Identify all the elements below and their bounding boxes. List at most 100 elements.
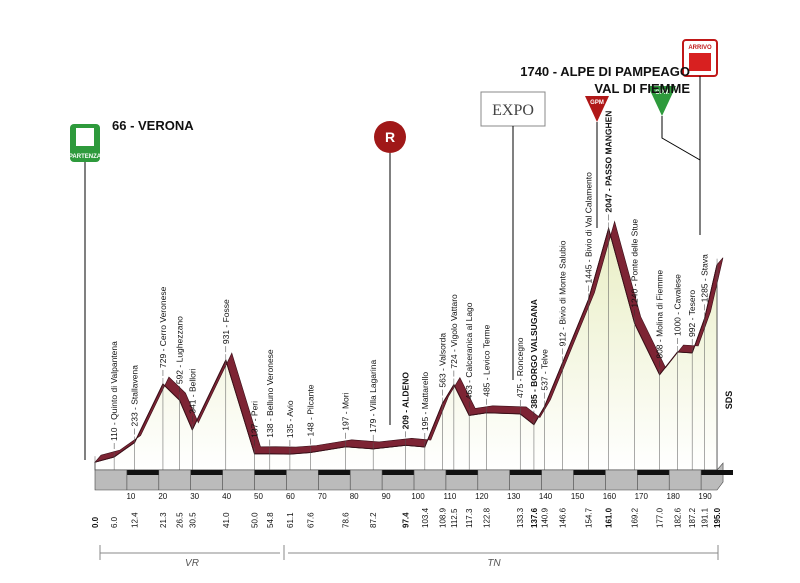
km-segment (509, 470, 542, 475)
waypoint-label: 137 - Peri (250, 401, 260, 438)
start-label: 66 - VERONA (112, 118, 194, 133)
waypoint-label: 148 - Pilcante (306, 384, 316, 436)
km-tick-label: 70 (318, 492, 327, 501)
km-label: 177.0 (656, 507, 665, 528)
waypoint-label: 485 - Levico Terme (482, 324, 492, 396)
km-tick-label: 130 (507, 492, 521, 501)
waypoint-label: 563 - Valsorda (437, 333, 447, 388)
km-tick-label: 100 (411, 492, 425, 501)
gpm-badge (585, 96, 609, 122)
km-label: 21.3 (159, 512, 168, 528)
sponsor-logo (480, 91, 546, 127)
finish-badge-text: ARRIVO (688, 45, 712, 51)
km-label: 97.4 (402, 512, 411, 528)
region-label: TN (487, 558, 501, 569)
waypoint-label: 592 - Lughezzano (175, 316, 185, 384)
km-label: 191.1 (701, 507, 710, 528)
waypoint-label: 233 - Stallavena (130, 365, 140, 427)
waypoint-label: 135 - Avio (285, 400, 295, 438)
start-flag (76, 128, 94, 146)
km-segment (254, 470, 287, 475)
km-segment (190, 470, 223, 475)
km-tick-label: 110 (444, 492, 457, 501)
region-label: VR (185, 558, 199, 569)
waypoint-label: 992 - Tesero (687, 290, 697, 337)
km-label: 26.5 (176, 512, 185, 528)
km-label: 137.6 (530, 507, 539, 528)
km-tick-label: 10 (126, 492, 135, 501)
km-label: 78.6 (342, 512, 351, 528)
km-tick-label: 160 (603, 492, 617, 501)
refuel-text: R (385, 129, 395, 145)
km-segment (701, 470, 733, 475)
waypoint-label: 197 - Mori (341, 392, 351, 430)
side-label: SDS (724, 391, 734, 410)
km-label: 87.2 (369, 512, 378, 528)
km-tick-label: 20 (158, 492, 167, 501)
gpm-leader (661, 116, 701, 235)
gpm-badge (648, 86, 676, 116)
km-label: 108.9 (438, 507, 447, 528)
km-label: 140.9 (540, 507, 549, 528)
waypoint-label: 1445 - Bivio di Val Calamento (583, 172, 593, 284)
km-tick-label: 40 (222, 492, 231, 501)
km-tick-label: 90 (382, 492, 391, 501)
finish-sublabel: VAL DI FIEMME (594, 81, 690, 96)
waypoint-label: 475 - Roncegno (515, 337, 525, 398)
km-label: 146.6 (559, 507, 568, 528)
waypoint-label: 463 - Calceranica al Lago (464, 302, 474, 399)
km-tick-label: 150 (571, 492, 585, 501)
waypoint-label: 179 - Villa Lagarina (368, 360, 378, 433)
waypoint-label: 1285 - Stava (700, 254, 710, 302)
km-tick-label: 120 (475, 492, 489, 501)
km-segment (126, 470, 159, 475)
km-tick-label: 170 (635, 492, 649, 501)
km-segment (637, 470, 670, 475)
km-tick-label: 190 (698, 492, 712, 501)
km-label: 182.6 (673, 507, 682, 528)
waypoint-label: 385 - BORGO VALSUGANA (529, 299, 539, 408)
km-label: 154.7 (584, 507, 593, 528)
waypoint-label: 1240 - Ponte delle Stue (630, 219, 640, 308)
sponsor-text: EXPO (492, 102, 534, 119)
finish-icon (689, 53, 711, 71)
waypoint-label: 138 - Belluno Veronese (265, 349, 275, 438)
km-segment (318, 470, 351, 475)
km-label: 61.1 (286, 512, 295, 528)
waypoint-label: 2047 - PASSO MANGHEN (604, 111, 614, 213)
waypoint-label: 724 - Vigolo Vattaro (449, 294, 459, 369)
km-label: 67.6 (307, 512, 316, 528)
waypoint-label: 209 - ALDENO (401, 372, 411, 430)
km-tick-label: 30 (190, 492, 199, 501)
km-label: 41.0 (222, 512, 231, 528)
km-label: 12.4 (131, 512, 140, 528)
km-label: 169.2 (631, 507, 640, 528)
km-label: 0.0 (91, 516, 100, 528)
km-label: 50.0 (251, 512, 260, 528)
km-tick-label: 140 (539, 492, 553, 501)
waypoint-label: 195 - Mattarello (420, 372, 430, 431)
km-tick-label: 180 (667, 492, 681, 501)
finish-label: 1740 - ALPE DI PAMPEAGO (520, 64, 690, 79)
km-segment (573, 470, 606, 475)
waypoint-label: 1000 - Cavalese (672, 274, 682, 336)
refuel-badge (374, 121, 406, 153)
km-label: 112.5 (450, 508, 459, 528)
km-label: 161.0 (605, 507, 614, 528)
start-badge-text: PARTENZA (69, 154, 102, 160)
waypoint-label: 808 - Molina di Fiemme (655, 270, 665, 359)
waypoint-label: 537 - Telve (539, 349, 549, 391)
km-label: 133.3 (516, 507, 525, 528)
km-label: 54.8 (266, 512, 275, 528)
gpm-text: GPM (655, 90, 669, 96)
waypoint-label: 110 - Quinto di Valpantena (109, 341, 119, 441)
km-label: 103.4 (421, 507, 430, 528)
km-label: 195.0 (713, 507, 722, 528)
km-label: 117.3 (465, 508, 474, 528)
km-label: 187.2 (688, 507, 697, 528)
waypoint-label: 931 - Fosse (221, 299, 231, 344)
waypoint-label: 341 - Bellori (187, 368, 197, 413)
waypoint-label: 912 - Bivio di Monte Salubio (558, 240, 568, 346)
km-tick-label: 80 (350, 492, 359, 501)
